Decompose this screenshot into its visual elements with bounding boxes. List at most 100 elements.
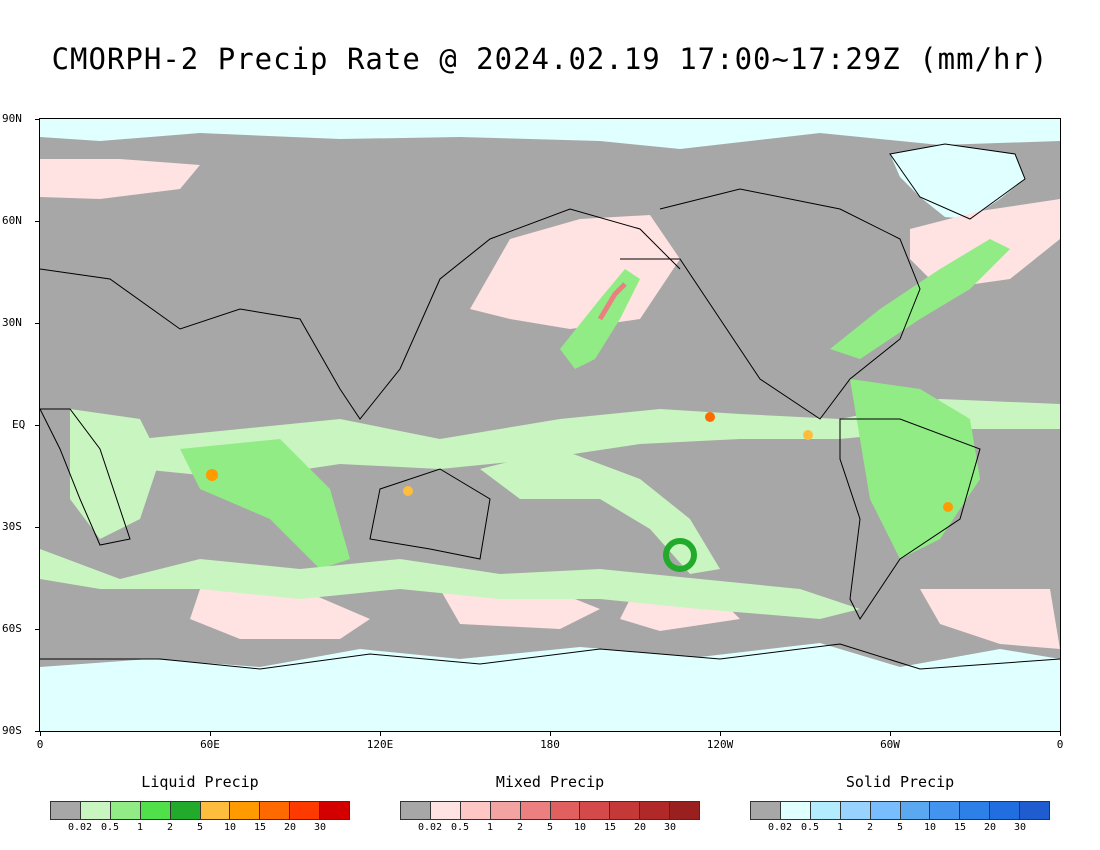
storm-core-2 (403, 486, 413, 496)
southern-ocean-green (40, 549, 860, 619)
itcz-band (140, 399, 1060, 479)
legend-swatch (780, 802, 811, 819)
legend-solid-title: Solid Precip (845, 773, 955, 791)
legend-swatch (670, 802, 700, 819)
legend-tick-label: 15 (253, 822, 267, 833)
legend-tick-label: 10 (573, 822, 587, 833)
lon-tick (40, 731, 41, 736)
lon-label-120e: 120E (366, 738, 394, 751)
pacific-front-core (597, 282, 627, 321)
atlantic-front-green (830, 239, 1010, 359)
precip-map (39, 118, 1061, 732)
legend-tick-label: 15 (953, 822, 967, 833)
legend-tick-label: 0.5 (800, 822, 820, 833)
legend-swatch (610, 802, 641, 819)
storm-core-5 (943, 502, 953, 512)
legend-tick-label: 5 (196, 822, 204, 833)
lat-tick (35, 731, 40, 732)
legend-tick-label: 30 (1013, 822, 1027, 833)
legend-tick-label: 1 (836, 822, 844, 833)
legend-mixed-colorbar (400, 801, 700, 820)
legend-swatch (930, 802, 961, 819)
coast-africa (40, 408, 131, 546)
lat-label-90s: 90S (2, 724, 22, 737)
legend-swatch (230, 802, 261, 819)
legend-swatch (580, 802, 611, 819)
precip-map-graphic (40, 119, 1060, 731)
legend-swatch (110, 802, 141, 819)
legend-liquid-title: Liquid Precip (141, 773, 259, 791)
europe-mixed (40, 159, 200, 199)
coast-eurasia (40, 208, 681, 420)
legend-swatch (490, 802, 521, 819)
lon-tick (550, 731, 551, 736)
legend-tick-label: 10 (223, 822, 237, 833)
legend-tick-label: 10 (923, 822, 937, 833)
lon-tick (720, 731, 721, 736)
legend-tick-label: 20 (633, 822, 647, 833)
lat-tick (35, 119, 40, 120)
legend-swatch (170, 802, 201, 819)
legend-tick-label: 0.02 (67, 822, 93, 833)
legend-swatch (430, 802, 461, 819)
southern-ocean-mixed-4 (920, 589, 1060, 649)
coast-australia (369, 468, 491, 560)
legend-swatch (80, 802, 111, 819)
legend-swatch (840, 802, 871, 819)
legend-mixed-title: Mixed Precip (495, 773, 605, 791)
africa-green (70, 409, 160, 539)
legend-swatch (870, 802, 901, 819)
legend-tick-label: 1 (486, 822, 494, 833)
lon-label-60e: 60E (200, 738, 220, 751)
coast-antarctica (40, 643, 1060, 670)
lat-tick (35, 323, 40, 324)
legend-swatch (900, 802, 931, 819)
legend-tick-label: 0.02 (417, 822, 443, 833)
legend-swatch (1020, 802, 1050, 819)
coast-north-america (620, 188, 921, 420)
legend-liquid: Liquid Precip 0.02 0.5 1 2 5 10 15 20 30 (50, 773, 350, 836)
legend-tick-label: 2 (866, 822, 874, 833)
legend-swatch (51, 802, 81, 819)
south-pacific-convergence (480, 449, 720, 574)
lat-tick (35, 629, 40, 630)
legend-tick-label: 0.5 (450, 822, 470, 833)
lon-tick (380, 731, 381, 736)
lat-tick (35, 221, 40, 222)
legend-solid-colorbar (750, 801, 1050, 820)
legend-solid: Solid Precip 0.02 0.5 1 2 5 10 15 20 30 (750, 773, 1050, 836)
legend-tick-label: 2 (166, 822, 174, 833)
legend-swatch (290, 802, 321, 819)
legend-solid-ticks: 0.02 0.5 1 2 5 10 15 20 30 (750, 822, 1050, 836)
greenland-snow (890, 144, 1025, 219)
lon-label-120w: 120W (706, 738, 734, 751)
legend-liquid-ticks: 0.02 0.5 1 2 5 10 15 20 30 (50, 822, 350, 836)
lon-label-360: 0 (1056, 738, 1064, 751)
legend-swatch (960, 802, 991, 819)
lat-label-30n: 30N (2, 316, 22, 329)
storm-core-pacific-spiral (663, 538, 697, 572)
legend-swatch (200, 802, 231, 819)
legend-tick-label: 2 (516, 822, 524, 833)
indian-ocean-green (180, 439, 350, 569)
lon-label-180: 180 (540, 738, 560, 751)
lon-tick (1060, 731, 1061, 736)
legend-swatch (810, 802, 841, 819)
legend-tick-label: 20 (983, 822, 997, 833)
southern-ocean-mixed-1 (190, 589, 370, 639)
legend-swatch (550, 802, 581, 819)
legend-tick-label: 5 (546, 822, 554, 833)
lat-label-30s: 30S (2, 520, 22, 533)
storm-core-3 (705, 412, 715, 422)
legend-tick-label: 0.02 (767, 822, 793, 833)
legend-tick-label: 15 (603, 822, 617, 833)
legend-tick-label: 30 (313, 822, 327, 833)
legend-tick-label: 20 (283, 822, 297, 833)
legend-tick-label: 1 (136, 822, 144, 833)
legend-tick-label: 5 (896, 822, 904, 833)
arctic-snow-band (40, 119, 1060, 149)
coastlines (40, 143, 1060, 670)
lon-label-60w: 60W (880, 738, 900, 751)
lon-tick (210, 731, 211, 736)
legend-tick-label: 0.5 (100, 822, 120, 833)
